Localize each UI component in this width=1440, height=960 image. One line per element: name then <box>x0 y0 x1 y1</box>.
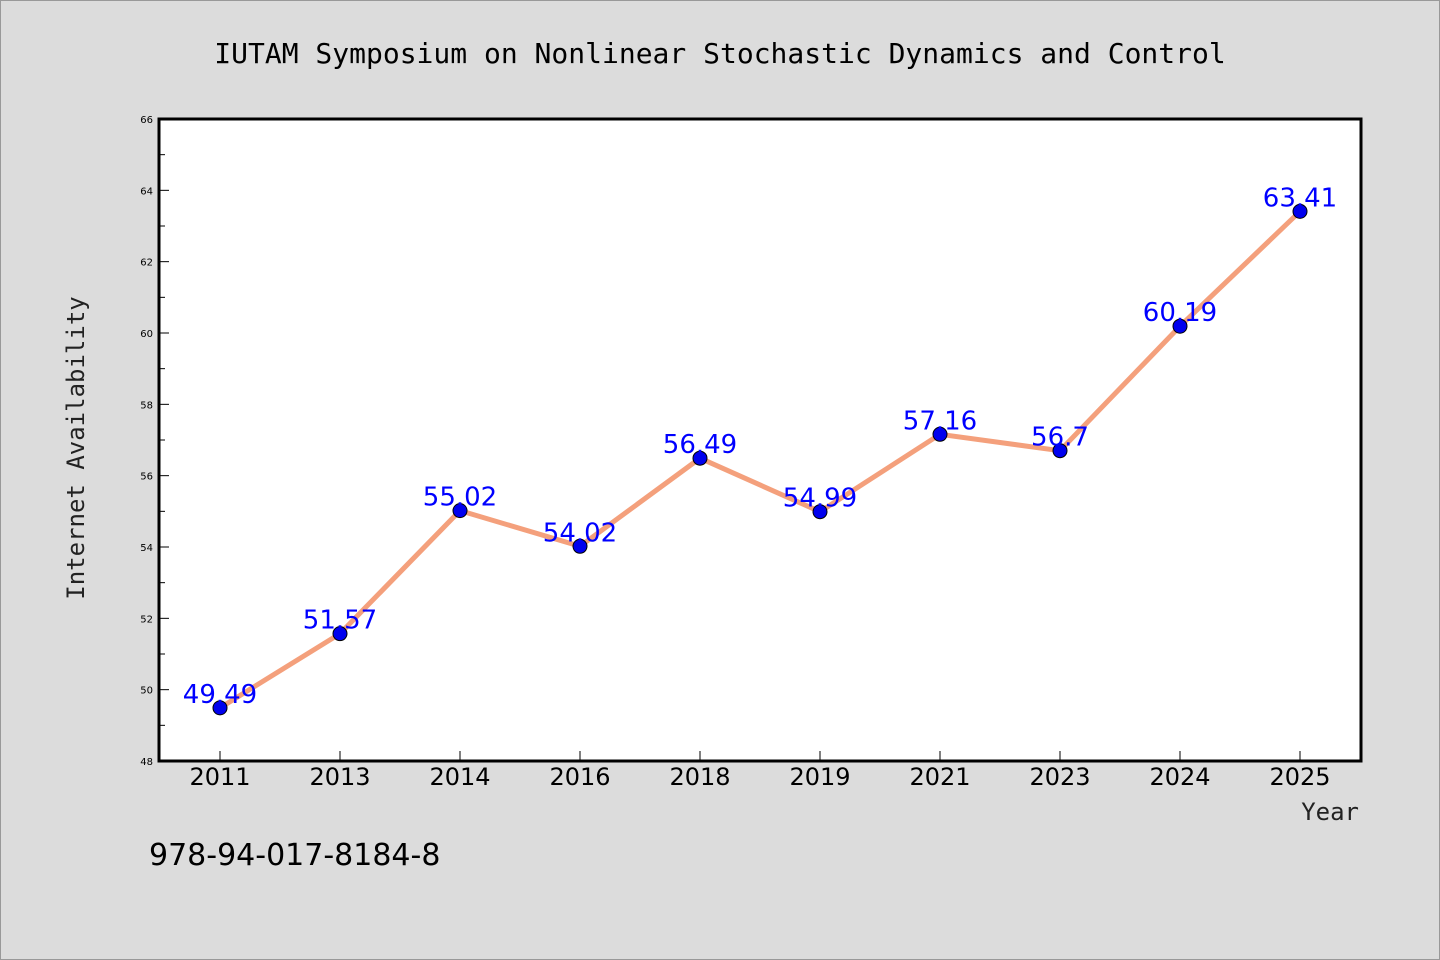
data-label: 54.99 <box>783 484 857 514</box>
data-label: 56.7 <box>1031 423 1089 453</box>
data-point-marker <box>572 538 588 554</box>
x-tick-label: 2025 <box>1269 763 1330 791</box>
x-tick-label: 2023 <box>1029 763 1090 791</box>
data-point-marker <box>1172 318 1188 334</box>
data-label: 51.57 <box>303 606 377 636</box>
y-axis-ticks: 48 50 52 54 56 58 60 62 64 66 <box>140 115 169 768</box>
x-tick-label: 2021 <box>909 763 970 791</box>
data-point-marker <box>1292 203 1308 219</box>
y-tick-label: 66 <box>140 115 153 126</box>
x-tick-label: 2014 <box>429 763 490 791</box>
data-point-marker <box>212 700 228 716</box>
y-tick-label: 62 <box>140 258 153 269</box>
x-tick-label: 2024 <box>1149 763 1210 791</box>
data-label: 55.02 <box>423 483 497 513</box>
data-point-marker <box>812 504 828 520</box>
data-label: 60.19 <box>1143 298 1217 328</box>
y-tick-label: 48 <box>140 757 153 768</box>
y-tick-label: 56 <box>140 472 153 483</box>
y-axis-label: Internet Availability <box>62 296 90 599</box>
data-label: 49.49 <box>183 680 257 710</box>
data-label: 57.16 <box>903 406 977 436</box>
series-line <box>217 208 1303 711</box>
data-point-marker <box>932 426 948 442</box>
data-label: 63.41 <box>1263 183 1337 213</box>
chart-title: IUTAM Symposium on Nonlinear Stochastic … <box>214 37 1225 70</box>
y-tick-label: 54 <box>140 543 153 554</box>
y-tick-label: 64 <box>140 186 153 197</box>
data-label: 56.49 <box>663 430 737 460</box>
x-tick-label: 2019 <box>789 763 850 791</box>
data-label: 54.02 <box>543 518 617 548</box>
isbn-footer: 978-94-017-8184-8 <box>149 838 440 873</box>
y-tick-label: 50 <box>140 686 153 697</box>
plot-area <box>157 117 1363 763</box>
data-point-marker <box>332 626 348 642</box>
x-tick-label: 2016 <box>549 763 610 791</box>
data-point-marker <box>692 450 708 466</box>
y-tick-label: 52 <box>140 614 153 625</box>
x-tick-label: 2013 <box>309 763 370 791</box>
x-tick-label: 2011 <box>189 763 250 791</box>
x-axis-ticks: 2011 2013 2014 2016 2018 2019 2021 2023 2024 2025 <box>189 751 1331 791</box>
data-point-marker <box>452 503 468 519</box>
data-point-marker <box>1052 443 1068 459</box>
x-axis-label: Year <box>1301 798 1359 826</box>
x-tick-label: 2018 <box>669 763 730 791</box>
y-tick-label: 60 <box>140 329 153 340</box>
y-tick-label: 58 <box>140 400 153 411</box>
data-labels: 49.49 51.57 55.02 54.02 56.49 54.99 57.16 56.7 6… <box>183 183 1337 709</box>
series-markers <box>212 203 1308 716</box>
